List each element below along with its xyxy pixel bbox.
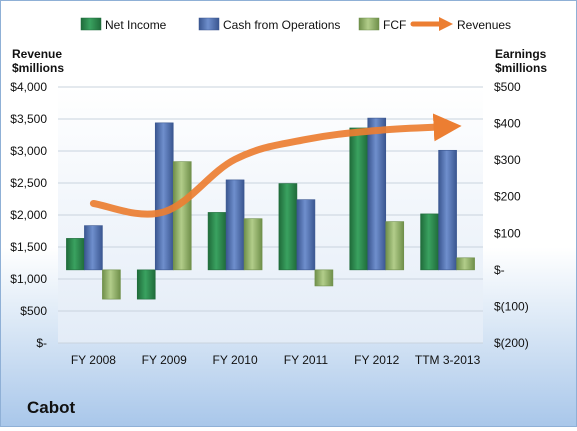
bar-fcf[interactable] <box>172 161 192 271</box>
category-label: FY 2008 <box>71 353 116 367</box>
left-axis-title-line2: $millions <box>12 61 64 75</box>
bar-fcf[interactable] <box>456 257 475 271</box>
left-tick-label: $- <box>36 336 47 350</box>
left-tick-label: $4,000 <box>10 80 47 94</box>
bar-cash-from-operations[interactable] <box>154 122 174 271</box>
category-label: FY 2011 <box>284 353 329 367</box>
category-label: FY 2012 <box>354 353 399 367</box>
bar-cash-from-operations[interactable] <box>367 117 387 271</box>
category-labels: FY 2008 FY 2009 FY 2010 FY 2011 FY 2012 TTM 3… <box>71 353 481 367</box>
legend-swatch-fcf <box>358 17 380 31</box>
bar-fcf[interactable] <box>385 221 405 271</box>
gridlines <box>58 86 483 344</box>
right-axis-ticks: $(200) $(100) $- $100 $200 $300 $400 $500 <box>494 80 529 350</box>
right-tick-label: $100 <box>494 226 521 240</box>
legend: Net Income Cash from Operations FCF Reve… <box>80 17 511 32</box>
bar-cash-from-operations[interactable] <box>438 149 457 271</box>
right-tick-label: $200 <box>494 190 521 204</box>
right-axis-title-line1: Earnings <box>495 47 547 61</box>
revenue-line[interactable] <box>89 113 462 218</box>
bar-net-income[interactable] <box>207 212 227 271</box>
right-tick-label: $(200) <box>494 336 529 350</box>
legend-item-net-income[interactable]: Net Income <box>80 17 167 32</box>
legend-label-cash-from-operations: Cash from Operations <box>223 18 340 32</box>
left-tick-label: $3,500 <box>10 112 47 126</box>
bar-fcf[interactable] <box>314 269 334 287</box>
bar-cash-from-operations[interactable] <box>84 225 103 271</box>
bar-fcf[interactable] <box>243 218 263 271</box>
legend-arrow-icon <box>439 17 453 31</box>
left-tick-label: $1,500 <box>10 240 47 254</box>
legend-item-revenues[interactable]: Revenues <box>410 17 511 32</box>
bar-fcf[interactable] <box>102 269 121 300</box>
bar-net-income[interactable] <box>66 238 85 271</box>
left-tick-label: $2,000 <box>10 208 47 222</box>
bar-cash-from-operations[interactable] <box>296 199 316 271</box>
category-label: FY 2010 <box>213 353 258 367</box>
legend-label-net-income: Net Income <box>105 18 167 32</box>
left-tick-label: $1,000 <box>10 272 47 286</box>
bar-net-income[interactable] <box>136 269 156 300</box>
legend-swatch-net-income <box>80 17 102 31</box>
category-label: TTM 3-2013 <box>415 353 481 367</box>
right-tick-label: $(100) <box>494 299 529 313</box>
left-tick-label: $2,500 <box>10 176 47 190</box>
right-tick-label: $500 <box>494 80 521 94</box>
bar-net-income[interactable] <box>278 183 298 271</box>
legend-label-fcf: FCF <box>383 18 406 32</box>
chart-title: Cabot <box>27 398 76 417</box>
bar-net-income[interactable] <box>420 213 439 271</box>
category-label: FY 2009 <box>142 353 187 367</box>
bar-cash-from-operations[interactable] <box>225 179 245 271</box>
right-tick-label: $400 <box>494 117 521 131</box>
left-axis-title-line1: Revenue <box>12 47 62 61</box>
legend-label-revenues: Revenues <box>457 18 511 32</box>
left-tick-label: $500 <box>20 304 47 318</box>
left-axis-ticks: $- $500 $1,000 $1,500 $2,000 $2,500 $3,000 $3,5… <box>10 80 47 350</box>
right-axis-title-line2: $millions <box>495 61 547 75</box>
right-tick-label: $300 <box>494 153 521 167</box>
left-tick-label: $3,000 <box>10 144 47 158</box>
bar-series <box>66 117 475 300</box>
right-tick-label: $- <box>494 263 505 277</box>
legend-swatch-cash-from-operations <box>198 17 220 31</box>
legend-item-fcf[interactable]: FCF <box>358 17 406 32</box>
legend-item-cash-from-operations[interactable]: Cash from Operations <box>198 17 340 32</box>
revenue-line-series <box>89 113 462 218</box>
bar-net-income[interactable] <box>349 127 369 271</box>
